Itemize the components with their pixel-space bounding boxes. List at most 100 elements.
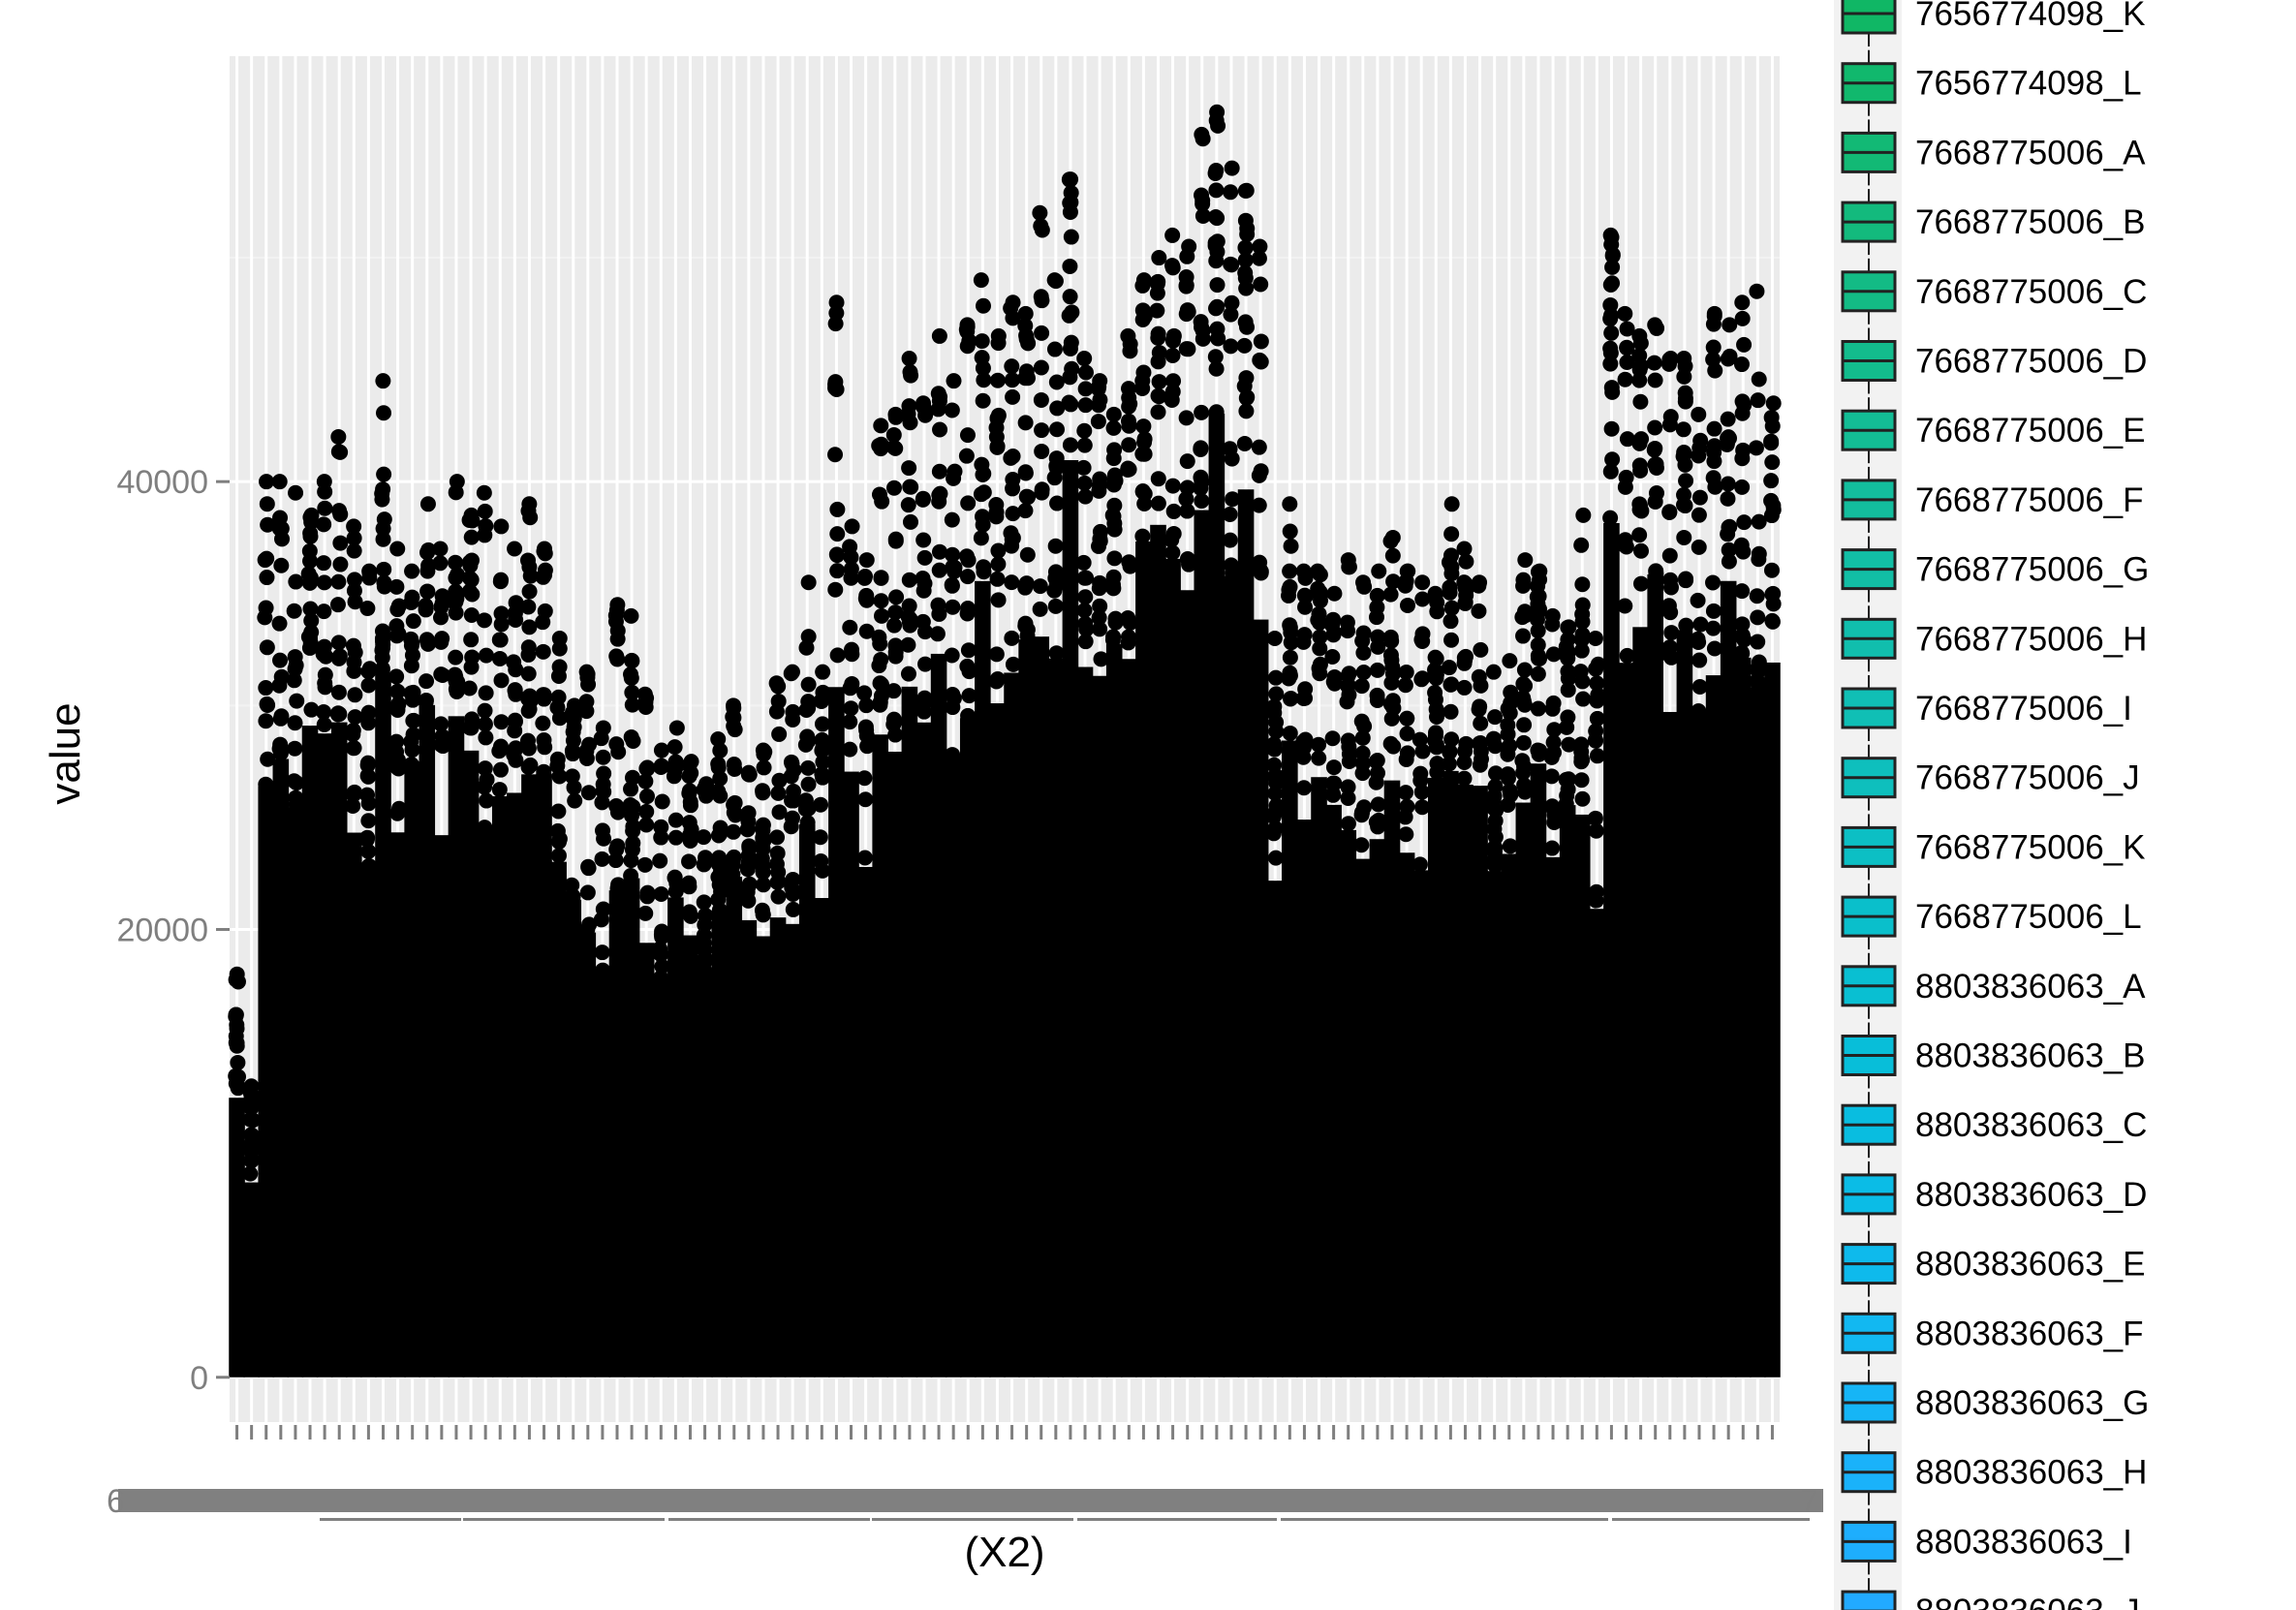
- box-body: [608, 890, 626, 1378]
- outlier-point: [272, 710, 289, 727]
- outlier-point: [799, 815, 816, 831]
- legend-label: 8803836063_G: [1915, 1384, 2149, 1422]
- outlier-point: [1340, 623, 1356, 639]
- box-62: [1120, 327, 1138, 1378]
- box-body: [1105, 643, 1123, 1378]
- outlier-point: [1033, 218, 1049, 234]
- outlier-point: [506, 654, 522, 670]
- outlier-point: [536, 691, 552, 707]
- outlier-point: [1573, 642, 1590, 659]
- outlier-point: [289, 693, 305, 709]
- outlier-point: [229, 1020, 245, 1037]
- outlier-point: [1428, 701, 1444, 718]
- outlier-point: [1647, 372, 1663, 388]
- outlier-point: [564, 742, 580, 759]
- outlier-point: [696, 927, 712, 944]
- outlier-point: [856, 770, 873, 787]
- outlier-point: [1545, 646, 1562, 663]
- outlier-point: [1151, 250, 1167, 266]
- box-body: [1033, 636, 1050, 1378]
- outlier-point: [1004, 372, 1020, 388]
- outlier-point: [858, 623, 875, 639]
- outlier-point: [1427, 585, 1443, 602]
- outlier-point: [287, 740, 303, 757]
- outlier-point: [1077, 634, 1094, 650]
- outlier-point: [1005, 449, 1021, 465]
- outlier-point: [931, 543, 947, 560]
- box-body: [1661, 711, 1679, 1378]
- outlier-point: [550, 689, 567, 705]
- outlier-point: [1150, 404, 1166, 420]
- outlier-point: [1134, 302, 1151, 319]
- outlier-point: [1033, 391, 1049, 408]
- outlier-point: [712, 742, 729, 759]
- outlier-point: [1195, 207, 1211, 224]
- outlier-point: [1076, 603, 1093, 619]
- outlier-point: [1032, 601, 1048, 617]
- box-body: [637, 943, 655, 1378]
- outlier-point: [1354, 633, 1371, 649]
- outlier-point: [1353, 805, 1370, 821]
- outlier-point: [1733, 537, 1750, 553]
- outlier-point: [260, 697, 276, 713]
- outlier-point: [783, 819, 799, 835]
- box-body: [915, 722, 933, 1378]
- outlier-point: [842, 741, 858, 758]
- outlier-point: [856, 850, 873, 866]
- box-55: [1017, 305, 1037, 1378]
- outlier-point: [1488, 765, 1504, 782]
- outlier-point: [1532, 601, 1548, 617]
- box-body: [301, 726, 319, 1378]
- outlier-point: [1266, 741, 1283, 758]
- outlier-point: [1487, 840, 1504, 856]
- box-body: [975, 580, 991, 1378]
- outlier-point: [1750, 672, 1766, 689]
- box-81: [1397, 563, 1416, 1378]
- outlier-point: [639, 884, 656, 901]
- outlier-point: [1135, 418, 1152, 435]
- outlier-point: [1617, 532, 1633, 548]
- legend-label: 8803836063_B: [1915, 1037, 2145, 1075]
- outlier-point: [1764, 613, 1781, 630]
- outlier-point: [1602, 227, 1619, 243]
- box-79: [1368, 563, 1387, 1378]
- outlier-point: [755, 817, 771, 833]
- outlier-point: [681, 783, 698, 799]
- outlier-point: [1721, 553, 1737, 570]
- outlier-point: [1400, 563, 1416, 579]
- outlier-point: [1574, 673, 1591, 690]
- legend-label: 8803836063_E: [1915, 1246, 2145, 1284]
- outlier-point: [1736, 514, 1753, 531]
- outlier-point: [230, 1054, 246, 1070]
- outlier-point: [1443, 566, 1460, 582]
- outlier-point: [449, 679, 465, 696]
- outlier-point: [1531, 744, 1547, 760]
- outlier-point: [1207, 349, 1224, 365]
- outlier-point: [288, 573, 304, 590]
- outlier-point: [1017, 465, 1034, 481]
- outlier-point: [1690, 631, 1706, 647]
- box-6: [300, 507, 320, 1378]
- legend-item: 8803836063_J: [1841, 1578, 2140, 1610]
- outlier-point: [1765, 497, 1782, 513]
- outlier-point: [432, 555, 449, 572]
- outlier-point: [346, 740, 362, 757]
- outlier-point: [828, 294, 845, 311]
- outlier-point: [1005, 294, 1021, 311]
- outlier-point: [1048, 458, 1065, 475]
- outlier-point: [842, 619, 858, 635]
- box-12: [388, 541, 407, 1378]
- outlier-point: [1312, 629, 1328, 645]
- outlier-point: [682, 793, 698, 810]
- box-body: [507, 792, 523, 1378]
- outlier-point: [624, 697, 640, 713]
- outlier-point: [1560, 682, 1576, 698]
- outlier-point: [1458, 553, 1474, 570]
- outlier-point: [537, 603, 553, 619]
- legend-label: 7668775006_L: [1915, 898, 2142, 936]
- outlier-point: [1237, 252, 1254, 268]
- outlier-point: [345, 637, 361, 654]
- box-body: [1266, 881, 1284, 1378]
- outlier-point: [785, 711, 801, 728]
- outlier-point: [1676, 351, 1692, 367]
